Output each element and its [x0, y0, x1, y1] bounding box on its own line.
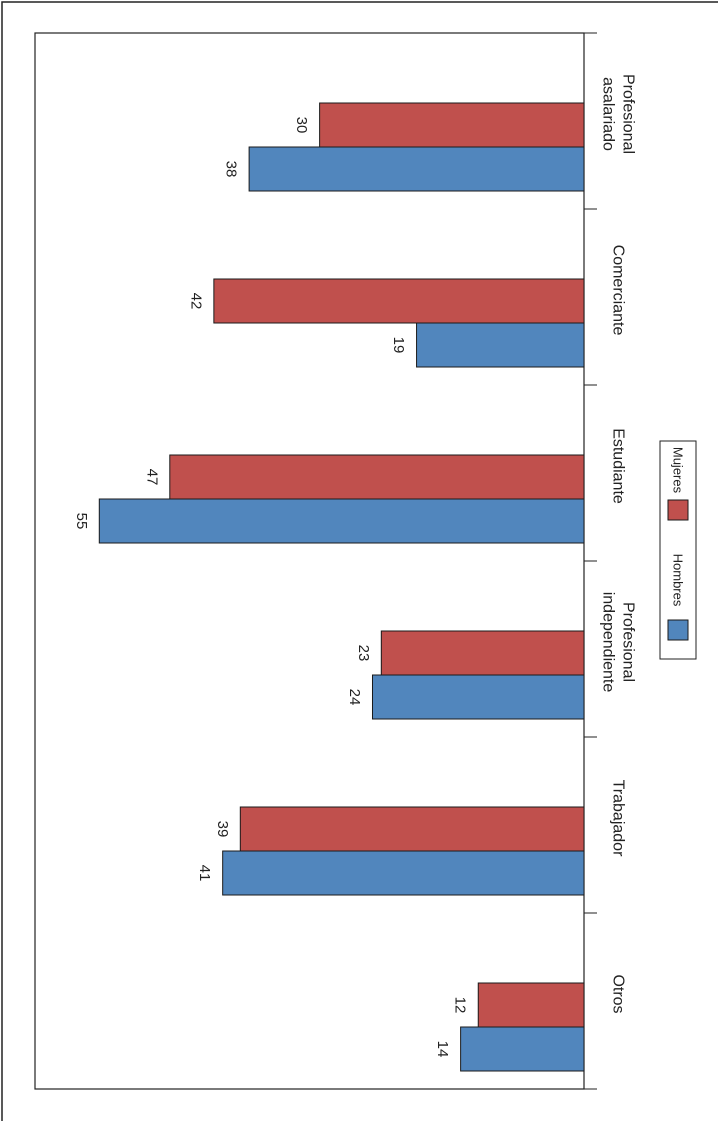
data-label: 14 — [434, 1041, 451, 1058]
data-label: 24 — [346, 689, 363, 706]
category-label-line: Otros — [610, 974, 627, 1013]
data-label: 19 — [390, 337, 407, 354]
category-label: Comerciante — [610, 245, 627, 336]
bar-hombres — [460, 1026, 585, 1072]
category-label-line: asalariado — [600, 77, 617, 151]
data-label: 55 — [73, 513, 90, 530]
data-label: 41 — [196, 865, 213, 882]
category-label-line: Profesional — [620, 74, 637, 154]
category-label-line: Profesional — [620, 602, 637, 682]
bar-mujeres — [239, 806, 585, 852]
data-label: 23 — [355, 645, 372, 662]
bar-mujeres — [319, 102, 585, 148]
legend-label: Hombres — [671, 554, 686, 607]
legend: Hombres Mujeres — [659, 440, 697, 660]
bar-mujeres — [213, 278, 585, 324]
data-label: 12 — [452, 997, 469, 1014]
bar-hombres — [371, 674, 585, 720]
bar-hombres — [222, 850, 585, 896]
bar-hombres — [98, 498, 585, 544]
data-label: 47 — [143, 469, 160, 486]
data-label: 30 — [293, 117, 310, 134]
data-label: 38 — [223, 161, 240, 178]
category-label-line: Trabajador — [610, 780, 627, 857]
bar-mujeres — [169, 454, 585, 500]
category-label: Otros — [610, 974, 627, 1013]
data-label: 42 — [187, 293, 204, 310]
category-label-line: Estudiante — [610, 428, 627, 504]
category-label: Estudiante — [610, 428, 627, 504]
bar-hombres — [248, 146, 585, 192]
legend-swatch-hombres — [667, 619, 689, 641]
bar-hombres — [416, 322, 585, 368]
legend-swatch-mujeres — [667, 499, 689, 521]
bar-mujeres — [477, 982, 585, 1028]
category-label-line: independiente — [600, 592, 617, 693]
legend-label: Mujeres — [671, 447, 686, 494]
category-label: Trabajador — [610, 780, 627, 857]
category-label-line: Comerciante — [610, 245, 627, 336]
bar-mujeres — [380, 630, 585, 676]
data-label: 39 — [214, 821, 231, 838]
